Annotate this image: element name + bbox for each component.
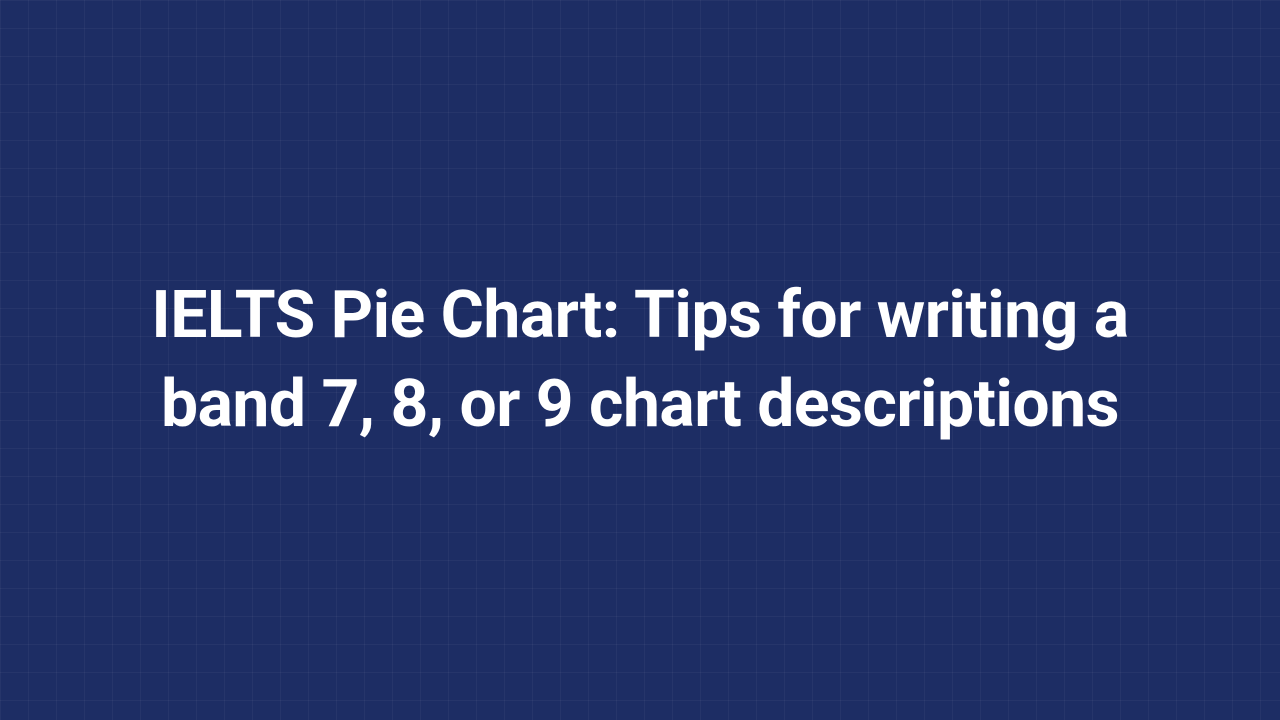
slide-title: IELTS Pie Chart: Tips for writing a band…	[80, 271, 1200, 449]
slide-container: IELTS Pie Chart: Tips for writing a band…	[0, 0, 1280, 720]
